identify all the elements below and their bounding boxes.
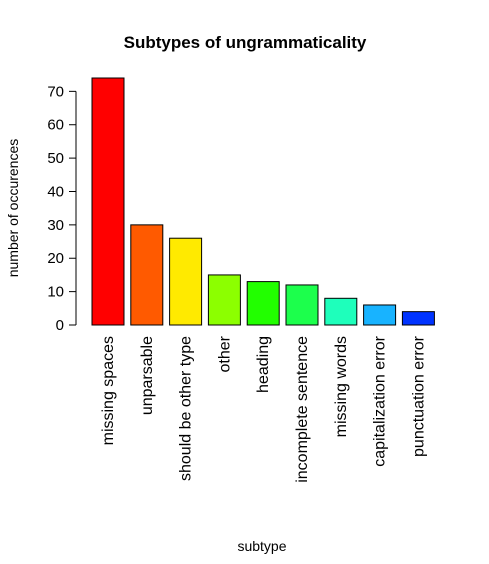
- x-axis-title: subtype: [237, 538, 286, 554]
- y-axis: 0 10 20 30 40 50 60 70: [47, 83, 77, 334]
- y-tick-label: 60: [47, 117, 64, 134]
- category-label: heading: [255, 336, 272, 393]
- bar: [363, 304, 397, 326]
- bar: [285, 284, 319, 326]
- y-tick-label: 10: [47, 284, 64, 301]
- y-tick-label: 20: [47, 250, 64, 267]
- bar: [169, 237, 203, 326]
- category-labels-group: missing spaces unparsable should be other …: [100, 335, 427, 482]
- bar: [91, 77, 125, 326]
- category-label: punctuation error: [410, 335, 427, 457]
- bars-group: [91, 77, 435, 326]
- bar: [324, 297, 358, 326]
- y-tick-label: 50: [47, 150, 64, 167]
- category-label: should be other type: [178, 336, 195, 481]
- y-tick-label: 30: [47, 217, 64, 234]
- chart-title: Subtypes of ungrammaticality: [124, 33, 367, 52]
- bar: [130, 224, 164, 326]
- bar: [207, 274, 241, 326]
- y-tick-label: 0: [56, 317, 64, 334]
- bar: [401, 311, 435, 326]
- category-label: other: [216, 335, 233, 372]
- category-label: missing spaces: [100, 336, 117, 445]
- y-axis-title: number of occurences: [5, 139, 21, 278]
- y-tick-label: 40: [47, 183, 64, 200]
- category-label: capitalization error: [372, 335, 389, 466]
- category-label: unparsable: [139, 336, 156, 415]
- category-label: missing words: [333, 336, 350, 437]
- bar: [246, 281, 280, 326]
- category-label: incomplete sentence: [294, 336, 311, 483]
- y-tick-label: 70: [47, 83, 64, 100]
